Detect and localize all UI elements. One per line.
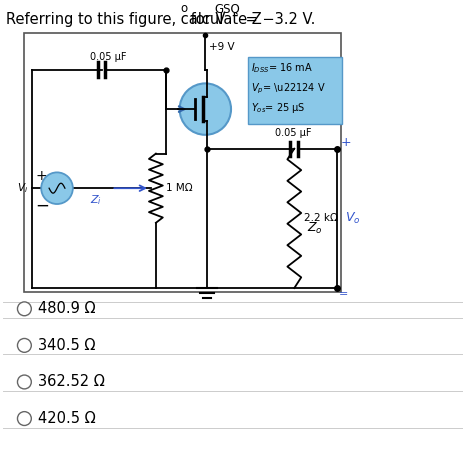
Text: $I_{DSS}$= 16 mA: $I_{DSS}$= 16 mA <box>251 62 313 76</box>
Text: =: = <box>339 289 348 299</box>
Text: 480.9 Ω: 480.9 Ω <box>38 301 96 316</box>
Circle shape <box>17 302 31 316</box>
Circle shape <box>17 411 31 425</box>
Text: +: + <box>35 170 47 184</box>
Circle shape <box>179 84 231 135</box>
Circle shape <box>41 172 73 204</box>
Text: 420.5 Ω: 420.5 Ω <box>38 411 96 426</box>
Text: −: − <box>35 197 49 215</box>
Text: $Z_o$: $Z_o$ <box>307 221 323 236</box>
Text: = −3.2 V.: = −3.2 V. <box>241 12 315 27</box>
Text: 340.5 Ω: 340.5 Ω <box>38 338 96 353</box>
Text: $Y_{os}$= 25 μS: $Y_{os}$= 25 μS <box>251 101 305 115</box>
Circle shape <box>17 339 31 352</box>
Bar <box>248 57 342 124</box>
Text: 362.52 Ω: 362.52 Ω <box>38 375 105 389</box>
Text: for V: for V <box>185 12 225 27</box>
Text: 1 MΩ: 1 MΩ <box>166 183 192 193</box>
Text: 0.05 μF: 0.05 μF <box>274 128 311 138</box>
Text: 2.2 kΩ: 2.2 kΩ <box>304 213 338 223</box>
Text: $Z_i$: $Z_i$ <box>89 193 102 207</box>
Text: o: o <box>181 2 188 15</box>
Bar <box>24 33 341 292</box>
Text: GSQ: GSQ <box>214 2 240 15</box>
Text: +9 V: +9 V <box>209 42 235 52</box>
Text: $V_i$: $V_i$ <box>17 181 28 195</box>
Text: Referring to this figure, calculate Z: Referring to this figure, calculate Z <box>6 12 261 27</box>
Text: $V_p$= \u22124 V: $V_p$= \u22124 V <box>251 81 326 96</box>
Text: +: + <box>341 136 351 149</box>
Text: 0.05 μF: 0.05 μF <box>89 52 126 62</box>
Text: $V_o$: $V_o$ <box>345 211 360 226</box>
Circle shape <box>17 375 31 389</box>
